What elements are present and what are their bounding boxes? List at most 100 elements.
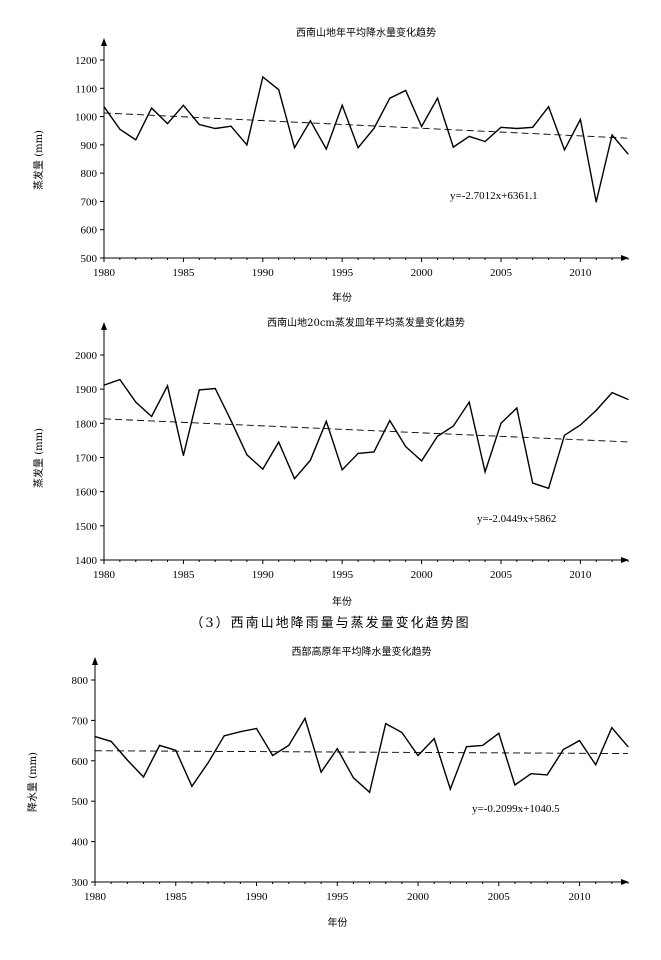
data-point	[548, 106, 550, 108]
data-point	[579, 118, 581, 120]
data-point	[563, 149, 566, 151]
data-point	[325, 148, 327, 150]
data-point	[484, 140, 486, 143]
y-axis-label: 蒸发量 (mm)	[32, 130, 45, 190]
x-tick-label: 1985	[172, 267, 195, 279]
y-tick-label: 500	[81, 253, 98, 265]
data-point	[103, 384, 105, 386]
data-point	[436, 97, 439, 99]
series-line	[103, 378, 629, 490]
y-tick-label: 400	[72, 837, 89, 849]
data-point	[514, 784, 516, 786]
data-point	[627, 746, 629, 748]
y-tick-label: 1400	[75, 555, 98, 567]
y-tick-label: 600	[72, 756, 89, 768]
y-tick-label: 600	[81, 225, 98, 237]
y-tick-label: 700	[72, 715, 89, 727]
x-tick-label: 1995	[326, 891, 349, 903]
y-tick-label: 700	[81, 196, 98, 208]
data-point	[119, 128, 121, 130]
trend-equation: y=-0.2099x+1040.5	[472, 803, 560, 815]
trend-equation: y=-2.0449x+5862	[477, 513, 556, 525]
data-point	[357, 147, 359, 149]
data-point	[293, 147, 296, 149]
data-point	[468, 135, 470, 137]
data-point	[262, 468, 264, 470]
data-point	[309, 120, 312, 122]
y-tick-label: 1800	[75, 418, 98, 430]
data-point	[627, 153, 629, 155]
data-point	[482, 744, 484, 747]
series-line	[103, 75, 629, 203]
data-point	[611, 727, 613, 729]
data-point	[452, 146, 454, 148]
chart-1: 西南山地年平均降水量变化趋势 500 600 700 800 900 1000 1100 120…	[32, 26, 629, 304]
x-tick-label: 2005	[488, 891, 511, 903]
data-point	[272, 754, 274, 757]
x-tick-label: 1980	[93, 569, 116, 581]
data-point	[341, 104, 343, 106]
x-axis-label: 年份	[332, 595, 352, 608]
x-tick-label: 2010	[569, 569, 592, 581]
y-tick-label: 1600	[75, 487, 98, 499]
x-tick-label: 1980	[93, 267, 116, 279]
y-tick-label: 300	[72, 877, 89, 889]
data-point	[166, 385, 169, 387]
data-point	[595, 409, 597, 411]
data-point	[293, 478, 296, 480]
data-point	[94, 735, 96, 738]
data-point	[579, 424, 581, 426]
data-point	[562, 748, 564, 751]
data-point	[611, 134, 613, 136]
data-point	[175, 749, 177, 751]
x-axis-arrow	[621, 557, 629, 563]
data-point	[288, 744, 290, 747]
data-point	[320, 771, 322, 773]
y-axis-arrow	[101, 322, 107, 330]
data-point	[239, 731, 241, 733]
y-axis-label: 降水量 (mm)	[26, 752, 39, 812]
data-point	[548, 487, 550, 489]
x-tick-label: 2010	[569, 267, 592, 279]
data-point	[405, 89, 407, 92]
figure-caption-box: （3）西南山地降雨量与蒸发量变化趋势图	[0, 612, 661, 631]
data-point	[182, 104, 184, 106]
data-point	[373, 451, 375, 453]
x-tick-label: 2000	[407, 891, 430, 903]
data-point	[119, 379, 121, 381]
data-point	[309, 459, 312, 461]
data-point	[151, 415, 153, 418]
y-axis-arrow	[92, 657, 98, 665]
trend-line	[103, 112, 629, 139]
chart-title: 西部高原年平均降水量变化趋势	[292, 645, 432, 658]
data-point	[578, 740, 581, 742]
data-point	[357, 452, 359, 454]
x-tick-label: 1985	[165, 891, 188, 903]
x-tick-label: 1985	[172, 569, 195, 581]
y-tick-label: 800	[72, 675, 89, 687]
data-point	[304, 717, 306, 719]
x-tick-label: 1990	[246, 891, 269, 903]
data-point	[103, 106, 105, 108]
data-point	[368, 791, 371, 793]
data-point	[405, 445, 407, 448]
data-point	[230, 125, 232, 127]
data-point	[325, 420, 327, 422]
data-point	[110, 740, 112, 743]
data-point	[516, 127, 518, 130]
data-point	[532, 482, 534, 484]
data-point	[191, 785, 193, 787]
data-point	[135, 139, 137, 141]
data-point	[278, 441, 280, 443]
x-tick-label: 2005	[490, 267, 513, 279]
y-tick-label: 1500	[75, 521, 98, 533]
data-point	[532, 126, 534, 128]
data-point	[255, 727, 258, 730]
data-point	[449, 788, 451, 790]
x-tick-label: 1990	[252, 267, 275, 279]
data-point	[401, 731, 403, 734]
data-point	[468, 401, 470, 403]
x-axis-label: 年份	[332, 291, 352, 304]
data-point	[611, 391, 613, 394]
data-point	[223, 735, 225, 737]
